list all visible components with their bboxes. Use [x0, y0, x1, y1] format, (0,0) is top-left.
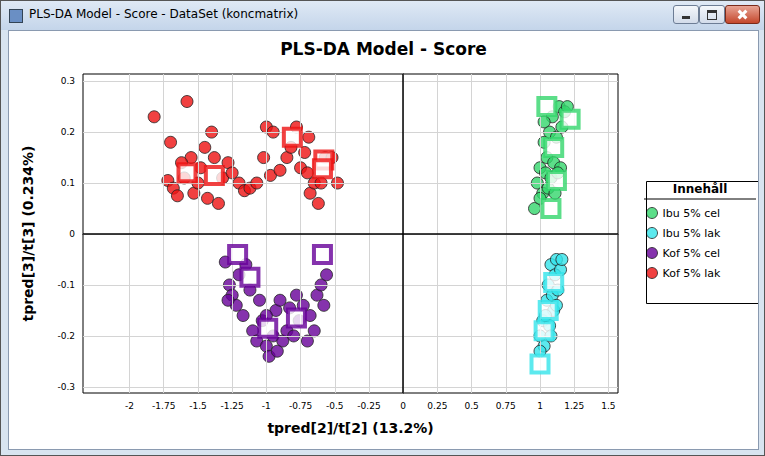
svg-text:-0.5: -0.5 [326, 401, 344, 411]
svg-text:0.2: 0.2 [61, 127, 75, 137]
svg-text:Ibu 5% lak: Ibu 5% lak [663, 227, 721, 240]
svg-text:Ibu 5% cel: Ibu 5% cel [663, 207, 721, 220]
svg-text:tpred[3]/t[3] (0.234%): tpred[3]/t[3] (0.234%) [20, 146, 36, 322]
svg-text:-0.75: -0.75 [289, 401, 312, 411]
svg-text:1.25: 1.25 [564, 401, 584, 411]
svg-text:-2: -2 [125, 401, 134, 411]
svg-text:Kof 5% cel: Kof 5% cel [663, 247, 721, 260]
svg-text:1.5: 1.5 [601, 401, 615, 411]
svg-text:0.3: 0.3 [61, 76, 75, 86]
svg-text:0.5: 0.5 [464, 401, 478, 411]
svg-text:-0.1: -0.1 [57, 280, 75, 290]
svg-text:0.1: 0.1 [61, 178, 75, 188]
svg-text:1: 1 [537, 401, 543, 411]
svg-text:-0.25: -0.25 [357, 401, 380, 411]
svg-text:-1.75: -1.75 [152, 401, 175, 411]
svg-text:PLS-DA Model - Score: PLS-DA Model - Score [280, 39, 487, 59]
svg-text:Innehåll: Innehåll [673, 182, 728, 196]
svg-text:-1: -1 [262, 401, 271, 411]
svg-text:0.75: 0.75 [496, 401, 516, 411]
svg-text:0: 0 [69, 229, 75, 239]
svg-text:0.25: 0.25 [427, 401, 447, 411]
svg-text:-1.5: -1.5 [189, 401, 207, 411]
svg-text:-1.25: -1.25 [220, 401, 243, 411]
html-text:PLS-DA Model - Score - DataSet: PLS-DA Model - Score - DataSet (koncmatr… [29, 7, 299, 21]
svg-text:-0.2: -0.2 [57, 331, 75, 341]
svg-text:-0.3: -0.3 [57, 382, 75, 392]
svg-text:0: 0 [400, 401, 406, 411]
svg-text:tpred[2]/t[2] (13.2%): tpred[2]/t[2] (13.2%) [267, 420, 433, 436]
svg-text:Kof 5% lak: Kof 5% lak [663, 267, 722, 280]
